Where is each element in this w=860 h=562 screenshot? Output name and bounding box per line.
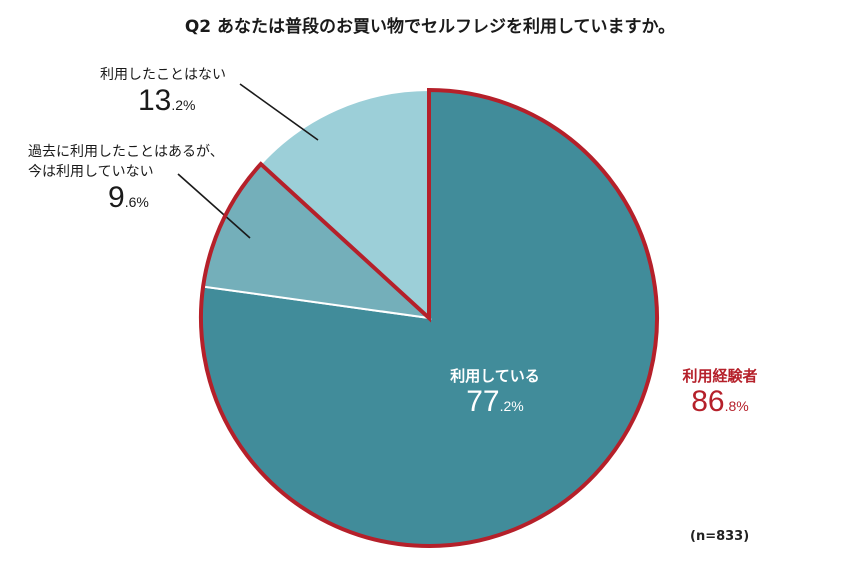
sample-size: (n=833) <box>690 529 750 544</box>
pie-slice-2 <box>259 88 430 321</box>
slice-label-text: 利用している <box>450 367 540 385</box>
slice-label-line-1: 過去に利用したことはあるが、 <box>28 144 224 160</box>
slice-label-text: 利用したことはない <box>100 67 226 83</box>
chart-title: Q2 あなたは普段のお買い物でセルフレジを利用していますか。 <box>184 17 676 37</box>
leader-line-never-used <box>239 83 319 141</box>
slice-value-int: 9 <box>108 181 125 214</box>
group-label-text: 利用経験者 <box>682 367 758 385</box>
group-value-dec: .8% <box>724 398 749 414</box>
slice-value-int: 77 <box>466 385 500 418</box>
leader-line-used-before <box>177 173 251 239</box>
slice-label-used-before: 過去に利用したことはあるが、 今は利用していない 9.6% <box>28 142 224 214</box>
group-label-experienced: 利用経験者 86.8% <box>665 366 775 418</box>
experienced-users-highlight-outline <box>199 87 659 548</box>
group-value-int: 86 <box>691 385 725 418</box>
slice-label-using: 利用している 77.2% <box>430 366 560 418</box>
slice-value-dec: .2% <box>171 97 196 113</box>
slice-label-never-used: 利用したことはない 13.2% <box>100 65 226 117</box>
slice-label-line-2: 今は利用していない <box>28 164 154 180</box>
leader-lines <box>177 83 319 239</box>
slice-value-dec: .6% <box>124 194 149 210</box>
slice-value-dec: .2% <box>499 398 524 414</box>
slice-value-int: 13 <box>138 84 172 117</box>
